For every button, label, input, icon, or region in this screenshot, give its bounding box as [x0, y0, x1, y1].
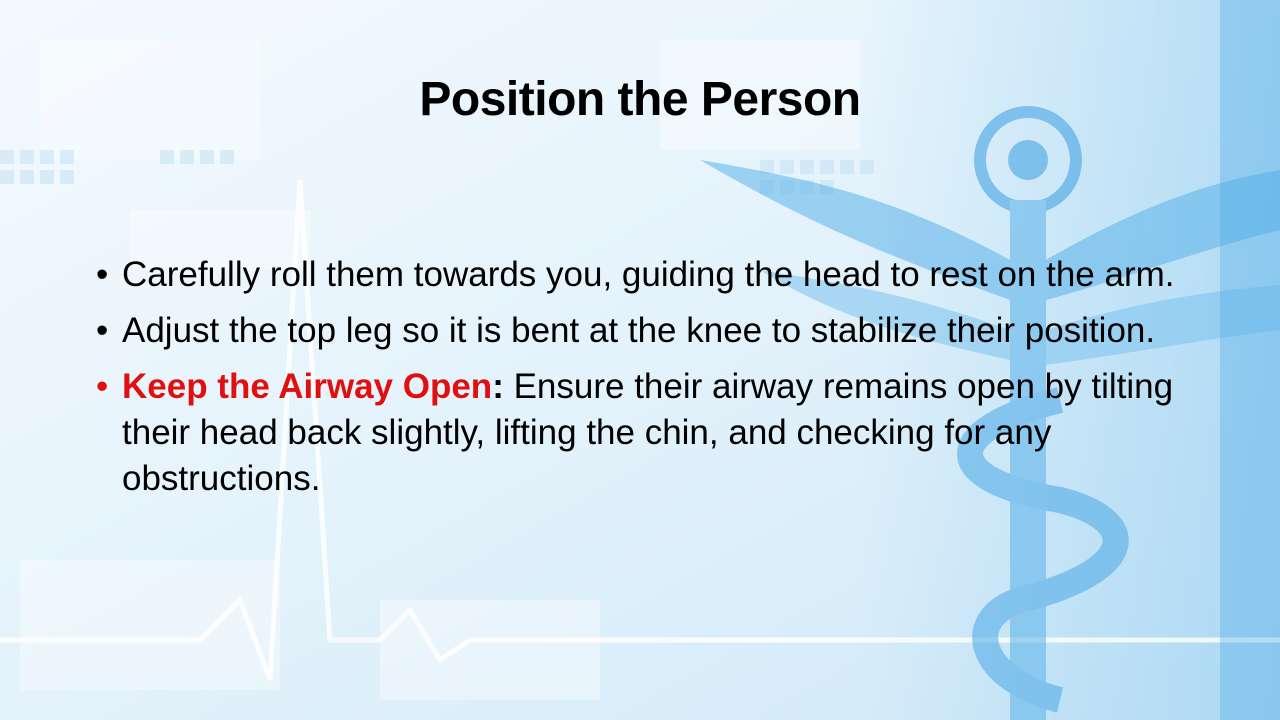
bullet-text: Adjust the top leg so it is bent at the … — [122, 311, 1156, 350]
bullet-item: • Carefully roll them towards you, guidi… — [96, 252, 1186, 298]
heartbeat-line-icon — [0, 179, 1280, 681]
bullet-dot: • — [96, 255, 109, 294]
bullet-text: Ensure their airway remains open by tilt… — [122, 367, 1174, 498]
bullet-dot: • — [96, 311, 109, 350]
bullet-text: Carefully roll them towards you, guiding… — [122, 255, 1175, 294]
bullet-list: • Carefully roll them towards you, guidi… — [96, 252, 1186, 512]
bullet-separator: : — [492, 367, 504, 406]
bullet-highlight: Keep the Airway Open — [122, 367, 493, 406]
bullet-item: • Adjust the top leg so it is bent at th… — [96, 308, 1186, 354]
caduceus-icon — [700, 106, 1280, 720]
bullet-item: • Keep the Airway Open: Ensure their air… — [96, 364, 1186, 502]
bullet-dot: • — [96, 367, 109, 406]
slide-title: Position the Person — [419, 73, 861, 126]
